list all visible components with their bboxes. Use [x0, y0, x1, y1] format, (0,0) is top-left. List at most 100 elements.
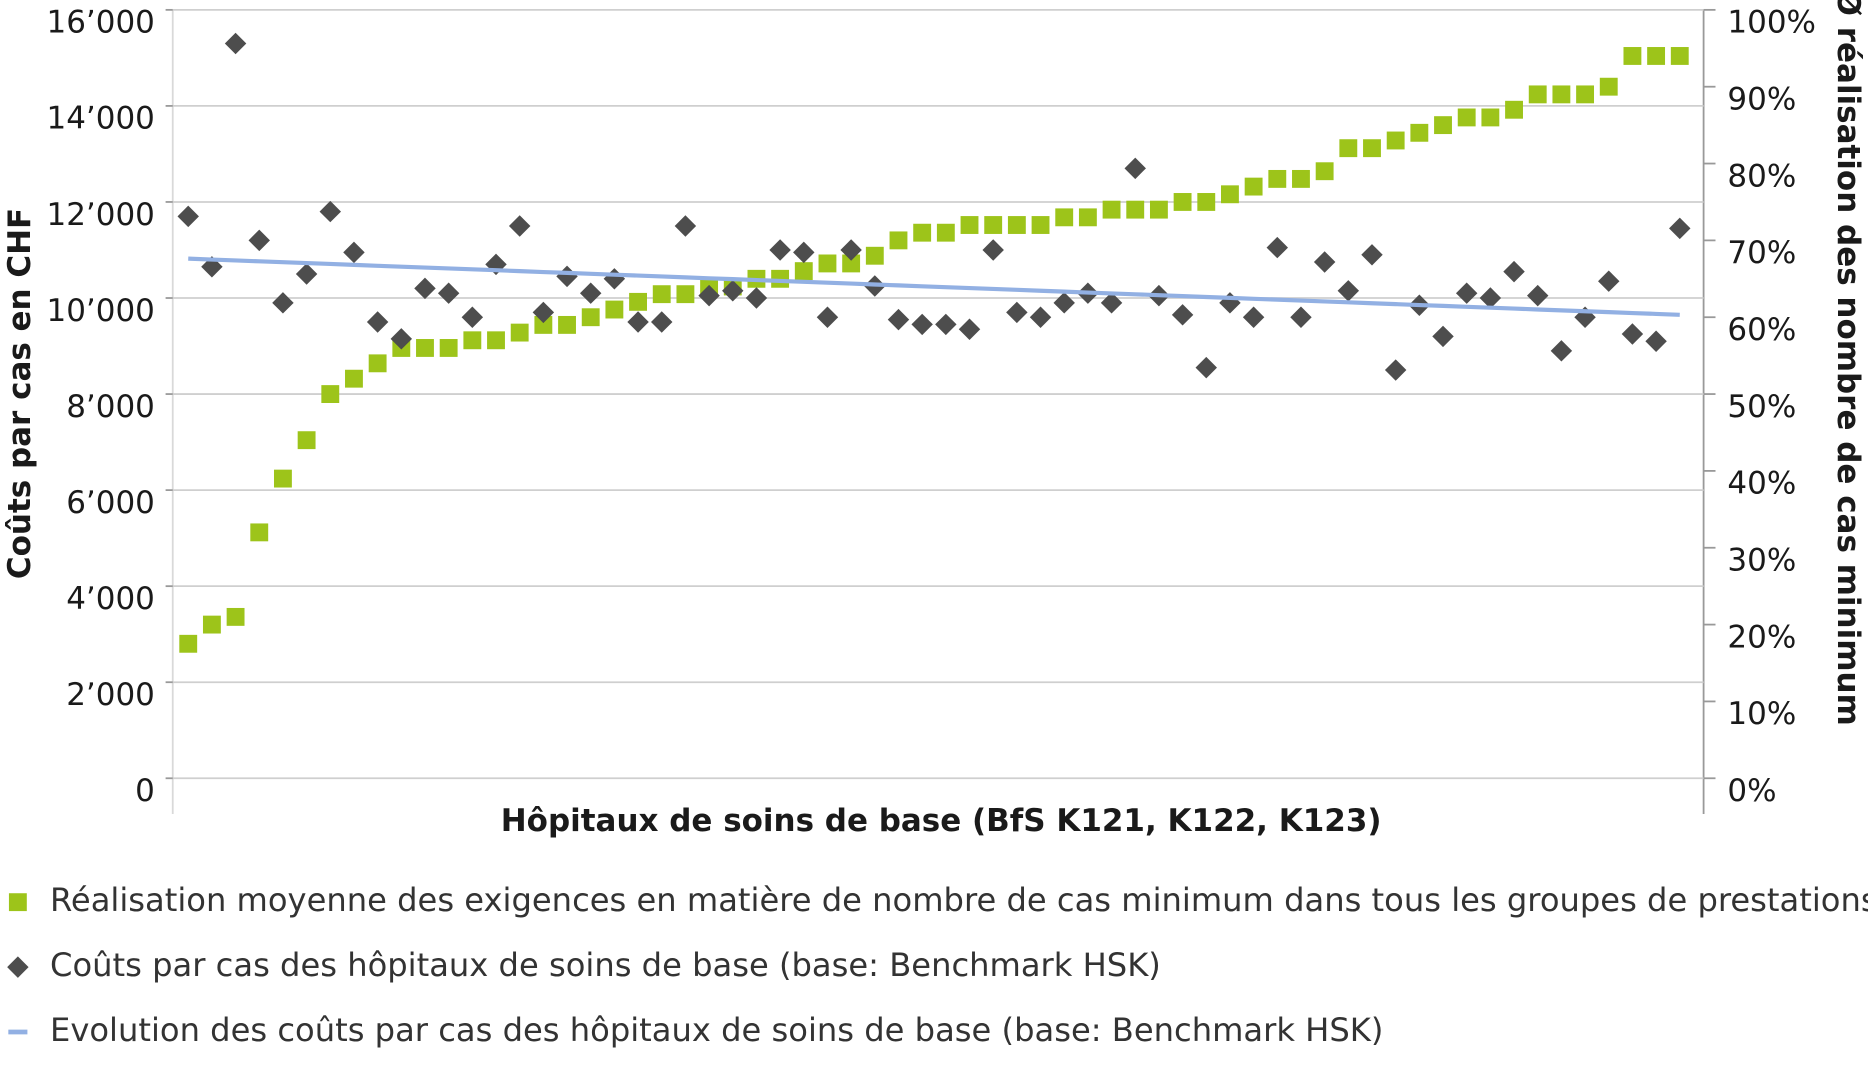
square-point — [202, 615, 221, 634]
square-point — [463, 331, 482, 350]
diamond-point — [1171, 304, 1194, 326]
square-point — [1031, 216, 1050, 234]
y-tick-label: 2’000 — [66, 677, 155, 713]
diamond-point — [1053, 292, 1075, 314]
diamond-point — [579, 282, 602, 304]
diamond-point — [887, 308, 910, 331]
square-point — [1221, 185, 1239, 204]
y-tick-label: 16’000 — [46, 5, 154, 41]
square-point — [1552, 85, 1571, 104]
y2-tick-label: 90% — [1727, 81, 1796, 117]
y2-tick-label: 30% — [1727, 543, 1796, 579]
diamond-point — [248, 229, 270, 252]
diamond-point — [556, 265, 578, 288]
y2-tick-label: 10% — [1727, 696, 1796, 732]
diamond-point — [1432, 325, 1454, 348]
diamond-point — [1029, 306, 1052, 328]
diamond-point — [1598, 270, 1620, 292]
square-point — [1410, 123, 1429, 142]
square-point — [226, 607, 245, 626]
diamond-point — [958, 318, 981, 340]
square-point — [1434, 116, 1452, 135]
square-point — [771, 269, 790, 288]
plot-area: 0 2’000 4’000 6’000 8’000 10’000 12’000 14’000 1… — [46, 5, 1815, 809]
diamond-point — [1669, 217, 1691, 240]
square-point — [1055, 208, 1074, 227]
x-axis-title: Hôpitaux de soins de base (BfS K121, K12… — [501, 803, 1382, 839]
square-point — [1173, 193, 1192, 211]
diamond-point — [1266, 236, 1289, 259]
square-point — [913, 223, 932, 242]
square-point — [865, 246, 884, 265]
square-point — [1007, 216, 1026, 234]
diamond-point — [745, 287, 768, 309]
trend-line — [188, 256, 1680, 317]
diamond-point — [1219, 292, 1241, 314]
diamond-point — [1006, 301, 1028, 324]
y-tick-label: 10’000 — [46, 293, 154, 329]
legend-label: Evolution des coûts par cas des hôpitaux… — [50, 1011, 1383, 1049]
square-point — [558, 315, 576, 334]
square-point — [273, 469, 292, 488]
diamond-point — [437, 282, 460, 304]
legend-label: Réalisation moyenne des exigences en mat… — [50, 881, 1868, 919]
diamond-point — [224, 32, 247, 55]
diamond-point — [461, 306, 484, 328]
square-point — [1386, 131, 1405, 150]
square-point — [1244, 177, 1263, 196]
diamond-point — [343, 241, 365, 264]
y2-tick-label: 0% — [1727, 773, 1776, 809]
diamond-point — [793, 241, 815, 264]
diamond-point — [1503, 260, 1525, 283]
square-point — [1599, 77, 1618, 96]
diamond-point — [1313, 251, 1336, 273]
square-point — [1528, 85, 1547, 104]
square-point — [1126, 200, 1145, 219]
square-point — [368, 354, 387, 373]
diamond-point — [982, 239, 1004, 261]
square-point — [794, 262, 813, 281]
legend-marker — [7, 956, 29, 978]
diamond-point — [1621, 323, 1644, 345]
diamond-point — [911, 313, 933, 336]
diamond-point — [651, 311, 673, 333]
diamond-point — [1526, 284, 1549, 307]
square-point — [321, 385, 340, 403]
y-axis-title: Coûts par cas en CHF — [2, 208, 38, 579]
y-tick-label: 4’000 — [66, 581, 155, 617]
square-point — [1457, 108, 1476, 127]
diamond-point — [1124, 157, 1146, 180]
square-point — [842, 254, 861, 273]
square-point — [960, 216, 979, 234]
square-point — [1292, 169, 1310, 188]
diamond-point — [840, 239, 862, 261]
diamond-point — [1455, 282, 1478, 304]
square-point — [1670, 47, 1689, 65]
square-point — [629, 292, 647, 311]
square-point — [534, 315, 553, 334]
diamond-point — [816, 306, 839, 328]
square-point — [1315, 162, 1334, 181]
square-point — [889, 231, 908, 250]
square-point — [605, 300, 624, 319]
diamond-point — [1550, 340, 1573, 362]
diamond-point — [627, 311, 649, 333]
diamond-point — [366, 311, 389, 333]
y-tick-label: 6’000 — [66, 485, 155, 521]
y-tick-label: 0 — [135, 773, 155, 809]
diamond-point — [1195, 356, 1217, 379]
y2-tick-label: 40% — [1727, 466, 1796, 502]
y-tick-label: 12’000 — [46, 197, 154, 233]
diamond-point — [177, 205, 199, 228]
y2-tick-label: 50% — [1727, 389, 1796, 425]
y2-tick-label: 20% — [1727, 619, 1796, 655]
square-point — [179, 634, 198, 653]
y2-tick-label: 80% — [1727, 158, 1796, 194]
diamond-point — [1242, 306, 1265, 328]
diamond-point — [508, 215, 531, 237]
y-tick-label: 14’000 — [46, 101, 154, 137]
diamond-point — [1384, 359, 1407, 381]
diamond-point — [1645, 330, 1667, 352]
legend: Réalisation moyenne des exigences en mat… — [7, 881, 1868, 1049]
square-point — [652, 285, 671, 304]
